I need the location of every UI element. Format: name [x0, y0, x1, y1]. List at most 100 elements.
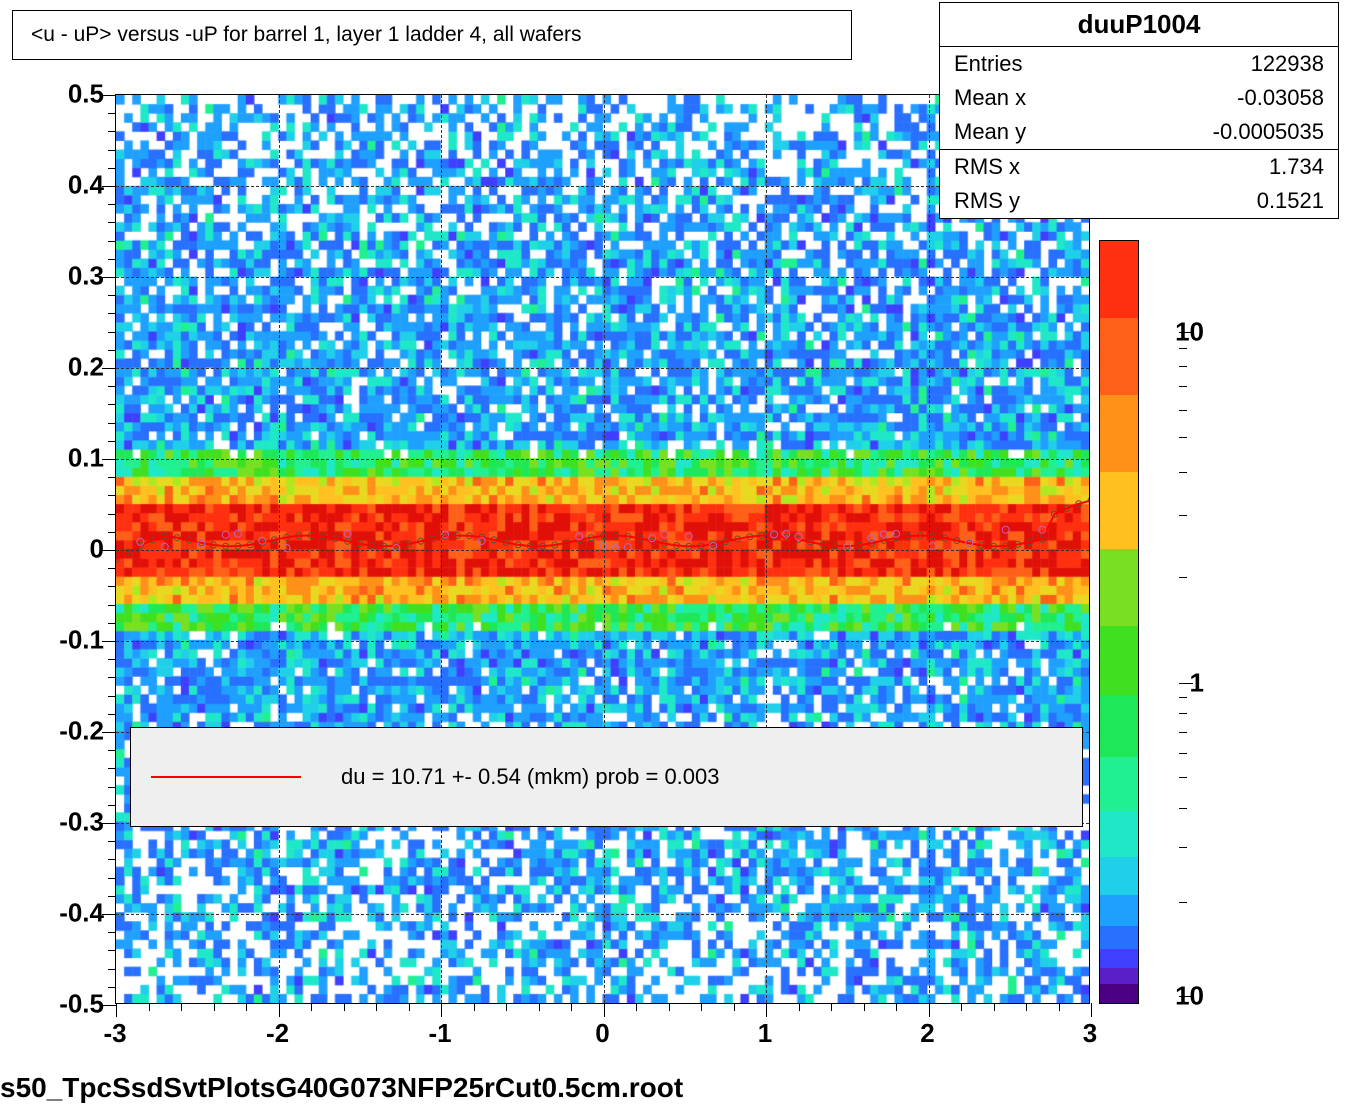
colorbar-segment — [1100, 857, 1138, 895]
y-tick-label: 0.4 — [68, 170, 104, 201]
grid-line-v — [441, 95, 442, 1003]
stats-value: 122938 — [1251, 51, 1324, 77]
grid-line-v — [929, 95, 930, 1003]
y-tick-minor — [108, 495, 116, 496]
legend-box: du = 10.71 +- 0.54 (mkm) prob = 0.003 — [130, 727, 1083, 827]
x-tick-minor — [539, 1003, 540, 1011]
y-tick-minor — [108, 605, 116, 606]
x-tick-minor — [344, 1003, 345, 1011]
grid-line-h — [116, 459, 1089, 460]
y-tick-minor — [108, 950, 116, 951]
colorbar-tick-minor — [1179, 437, 1187, 438]
colorbar-segment — [1100, 895, 1138, 926]
x-tick-minor — [506, 1003, 507, 1011]
grid-line-v — [766, 95, 767, 1003]
y-tick-minor — [108, 514, 116, 515]
y-tick-minor — [108, 368, 116, 369]
legend-text: du = 10.71 +- 0.54 (mkm) prob = 0.003 — [341, 764, 720, 790]
y-tick-minor — [108, 987, 116, 988]
colorbar-segment — [1100, 968, 1138, 983]
grid-line-h — [116, 641, 1089, 642]
y-tick-minor — [108, 568, 116, 569]
colorbar-tick-minor — [1179, 902, 1187, 903]
y-tick-minor — [108, 423, 116, 424]
stats-box: duuP1004 Entries 122938 Mean x -0.03058 … — [939, 2, 1339, 219]
y-tick-minor — [108, 113, 116, 114]
colorbar-tick-minor — [1179, 410, 1187, 411]
colorbar-segment — [1100, 626, 1138, 695]
x-tick-label: -2 — [266, 1018, 289, 1049]
x-tick-mark — [604, 1003, 605, 1017]
x-tick-label: 2 — [920, 1018, 934, 1049]
x-tick-minor — [311, 1003, 312, 1011]
y-tick-minor — [108, 404, 116, 405]
x-tick-minor — [864, 1003, 865, 1011]
colorbar-tick — [1179, 332, 1193, 333]
stats-row-rmsy: RMS y 0.1521 — [940, 184, 1338, 218]
colorbar-segment — [1100, 811, 1138, 857]
y-tick-minor — [108, 932, 116, 933]
y-tick-minor — [108, 186, 116, 187]
x-tick-minor — [701, 1003, 702, 1011]
x-tick-minor — [149, 1003, 150, 1011]
grid-line-h — [116, 550, 1089, 551]
chart-title: <u - uP> versus -uP for barrel 1, layer … — [31, 23, 582, 47]
y-tick-minor — [108, 641, 116, 642]
y-tick-minor — [108, 696, 116, 697]
x-tick-mark — [116, 1003, 117, 1017]
colorbar-segment — [1100, 926, 1138, 949]
y-tick-minor — [108, 841, 116, 842]
y-tick-label: -0.3 — [59, 807, 104, 838]
colorbar-segment — [1100, 757, 1138, 811]
footer-filename: s50_TpcSsdSvtPlotsG40G073NFP25rCut0.5cm.… — [0, 1072, 683, 1104]
y-tick-minor — [108, 750, 116, 751]
stats-label: RMS x — [954, 154, 1020, 180]
y-tick-label: -0.5 — [59, 989, 104, 1020]
stats-label: RMS y — [954, 188, 1020, 214]
y-tick-minor — [108, 787, 116, 788]
y-tick-label: -0.1 — [59, 625, 104, 656]
y-tick-minor — [108, 623, 116, 624]
y-tick-label: -0.4 — [59, 898, 104, 929]
x-tick-minor — [214, 1003, 215, 1011]
heatmap-canvas — [116, 95, 1089, 1003]
stats-row-entries: Entries 122938 — [940, 47, 1338, 81]
x-tick-minor — [799, 1003, 800, 1011]
y-tick-minor — [108, 350, 116, 351]
x-tick-minor — [961, 1003, 962, 1011]
x-tick-minor — [1026, 1003, 1027, 1011]
x-tick-label: 1 — [758, 1018, 772, 1049]
colorbar-tick-minor — [1179, 777, 1187, 778]
y-tick-label: 0 — [90, 534, 104, 565]
colorbar — [1099, 240, 1139, 1004]
y-tick-minor — [108, 259, 116, 260]
y-tick-minor — [108, 277, 116, 278]
x-tick-minor — [734, 1003, 735, 1011]
y-tick-minor — [108, 969, 116, 970]
x-tick-mark — [441, 1003, 442, 1017]
colorbar-tick-minor — [1179, 808, 1187, 809]
y-tick-label: 0.3 — [68, 261, 104, 292]
grid-line-v — [604, 95, 605, 1003]
chart-title-box: <u - uP> versus -uP for barrel 1, layer … — [12, 10, 852, 60]
y-tick-minor — [108, 659, 116, 660]
colorbar-segment — [1100, 472, 1138, 549]
legend-line-sample — [151, 776, 301, 778]
colorbar-tick-minor — [1179, 847, 1187, 848]
y-tick-minor — [108, 896, 116, 897]
stats-row-meany: Mean y -0.0005035 — [940, 115, 1338, 149]
colorbar-tick-minor — [1179, 348, 1187, 349]
y-tick-minor — [108, 95, 116, 96]
colorbar-tick-minor — [1179, 386, 1187, 387]
colorbar-tick-minor — [1179, 753, 1187, 754]
x-tick-mark — [929, 1003, 930, 1017]
stats-label: Entries — [954, 51, 1022, 77]
x-tick-mark — [279, 1003, 280, 1017]
plot-area — [115, 94, 1090, 1004]
y-tick-minor — [108, 313, 116, 314]
y-tick-label: 0.5 — [68, 79, 104, 110]
colorbar-tick-minor — [1179, 713, 1187, 714]
colorbar-tick-minor — [1179, 472, 1187, 473]
grid-line-v — [279, 95, 280, 1003]
colorbar-segment — [1100, 695, 1138, 757]
